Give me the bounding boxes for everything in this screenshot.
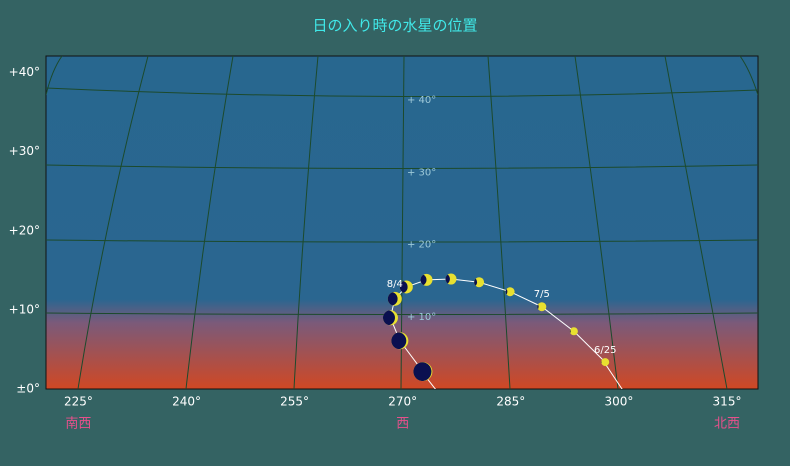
grid-label: + 30° <box>407 167 436 178</box>
mercury <box>569 327 578 336</box>
grid-label: + 10° <box>407 312 436 323</box>
x-tick-label: 270° <box>388 395 417 409</box>
mercury-dark <box>391 332 407 350</box>
mercury-lit <box>569 327 578 336</box>
grid-label: + 20° <box>407 240 436 251</box>
mercury <box>387 291 402 306</box>
mercury-dark <box>387 291 398 306</box>
mercury <box>413 362 433 382</box>
mercury <box>391 332 409 350</box>
y-tick-label: +40° <box>9 65 40 79</box>
mercury-dark <box>445 273 450 285</box>
mercury-lit <box>537 302 547 312</box>
direction-label: 北西 <box>714 417 740 432</box>
mercury <box>601 358 610 367</box>
mercury <box>399 280 413 294</box>
x-tick-label: 315° <box>713 395 742 409</box>
mercury <box>420 273 433 286</box>
date-label: 6/25 <box>594 345 616 356</box>
direction-label: 西 <box>396 417 409 432</box>
grid-label: + 40° <box>407 95 436 106</box>
mercury <box>445 273 457 285</box>
mercury-dark <box>399 280 408 294</box>
mercury-lit <box>505 287 515 297</box>
y-tick-label: +20° <box>9 223 40 237</box>
x-tick-label: 285° <box>496 395 525 409</box>
mercury <box>505 287 515 297</box>
mercury-dark <box>420 273 427 286</box>
mercury <box>537 302 547 312</box>
date-label: 7/5 <box>534 289 550 300</box>
y-tick-label: ±0° <box>16 382 40 396</box>
mercury-lit <box>601 358 610 367</box>
x-tick-label: 255° <box>280 395 309 409</box>
mercury-dark <box>413 362 432 382</box>
mercury-lit <box>474 277 485 288</box>
direction-label: 南西 <box>65 416 91 432</box>
date-label: 8/4 <box>387 279 403 290</box>
y-tick-label: +30° <box>9 144 40 158</box>
chart-title: 日の入り時の水星の位置 <box>312 17 477 35</box>
x-tick-label: 225° <box>64 395 93 409</box>
y-tick-label: +10° <box>9 302 40 316</box>
x-tick-label: 240° <box>172 395 201 409</box>
sky-grid <box>46 56 758 389</box>
x-tick-label: 300° <box>604 395 633 409</box>
